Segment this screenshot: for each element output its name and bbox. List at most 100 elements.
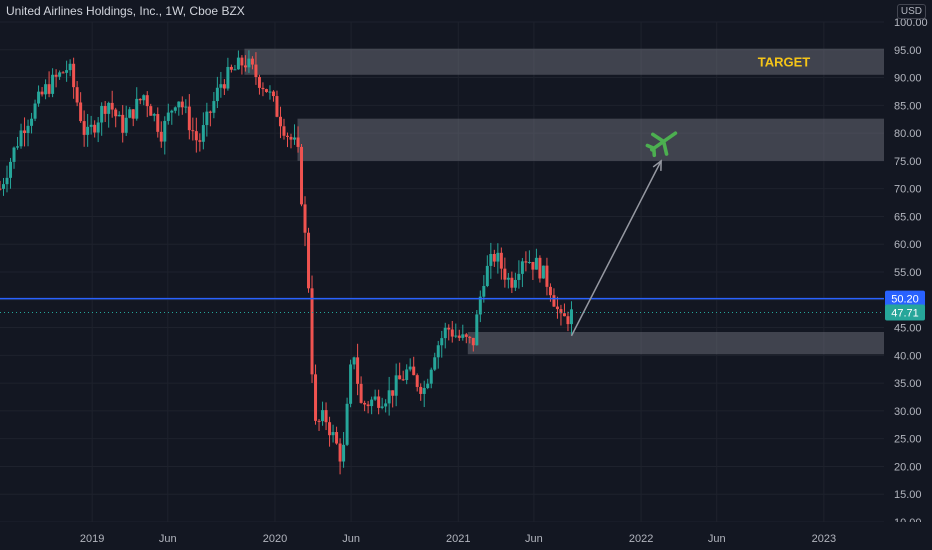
price-scale-bg [884,0,932,550]
candle-body [524,261,528,263]
candle-body [342,444,346,462]
y-tick-label: 75.00 [894,156,922,168]
y-tick-label: 80.00 [894,128,922,140]
candle-body [33,103,37,119]
candle-body [247,58,251,68]
candle-body [566,316,570,325]
candle-body [555,306,559,310]
candle-body [285,135,289,137]
candle-body [296,137,300,147]
candle-body [440,338,444,346]
y-tick-label: 90.00 [894,73,922,85]
y-axis: 100.00 95.00 90.00 85.00 80.00 75.00 70.00 65.0… [884,0,932,550]
candle-body [503,268,507,280]
candle-body [240,57,244,66]
candle-body [450,329,454,337]
candle-body [391,390,395,396]
candle-body [300,146,304,205]
candle-body [307,232,311,289]
candle-body [384,403,388,407]
candle-body [338,443,342,462]
candle-body [317,420,321,422]
candle-body [331,432,335,436]
candle-body [51,74,55,94]
zone-label: TARGET [758,55,811,70]
candle-body [562,313,566,317]
x-axis: 2019 Jun 2020 Jun 2021 Jun 2022 Jun 2023 [0,522,932,550]
candle-body [321,410,325,422]
overlay [0,131,884,337]
candle-body [180,101,184,108]
candle-body [278,116,282,127]
candle-body [257,77,261,88]
candle-body [16,146,20,148]
candle-body [117,114,121,117]
candle-body [545,265,549,287]
y-tick-label: 55.00 [894,267,922,279]
candle-body [236,57,240,70]
candle-body [89,124,93,127]
candle-body [194,131,198,141]
projection-arrow-line [570,160,662,337]
candle-body [447,327,451,330]
candle-body [454,335,458,337]
candle-body [506,277,510,280]
candle-body [124,117,128,133]
x-tick-label: Jun [525,533,543,545]
candle-body [212,101,216,113]
candle-body [72,63,76,88]
candle-body [229,66,233,70]
candle-body [303,204,307,233]
currency-badge[interactable]: USD [896,4,926,19]
candle-body [26,125,30,133]
candle-body [496,252,500,262]
candle-body [429,369,433,384]
candle-body [215,87,219,102]
candle-body [282,126,286,136]
candle-body [9,161,13,178]
candle-body [30,118,34,126]
candle-body [114,109,118,117]
candle-body [345,403,349,445]
candle-body [464,334,468,337]
candle-body [531,262,535,270]
candle-body [387,390,391,404]
candle-body [443,327,447,339]
y-tick-label: 65.00 [894,211,922,223]
candle-body [79,102,83,122]
candle-body [128,109,132,118]
candle-body [310,288,314,375]
candle-body [93,124,97,133]
candle-body [559,309,563,314]
y-tick-label: 100.00 [894,17,928,29]
candle-body [156,114,160,132]
candle-body [54,74,58,77]
y-tick-label: 60.00 [894,239,922,251]
y-tick-label: 35.00 [894,378,922,390]
candle-body [138,98,142,101]
candle-body [264,89,268,92]
candle-body [47,84,51,94]
price-label: 50.20 [891,294,919,306]
candle-body [12,147,16,162]
y-tick-label: 85.00 [894,100,922,112]
candle-body [23,130,27,133]
candle-body [489,254,493,266]
candle-body [0,188,2,190]
x-tick-label: 2020 [263,533,287,545]
candle-body [377,396,381,408]
candle-body [538,257,542,279]
candle-body [61,72,65,74]
candle-body [527,262,531,264]
candle-body [5,177,9,185]
x-tick-label: Jun [342,533,360,545]
candle-body [548,286,552,296]
candle-body [415,375,419,387]
candle-body [373,396,377,400]
candle-body [170,110,174,113]
zone-rect [467,332,884,355]
candle-body [187,106,191,131]
